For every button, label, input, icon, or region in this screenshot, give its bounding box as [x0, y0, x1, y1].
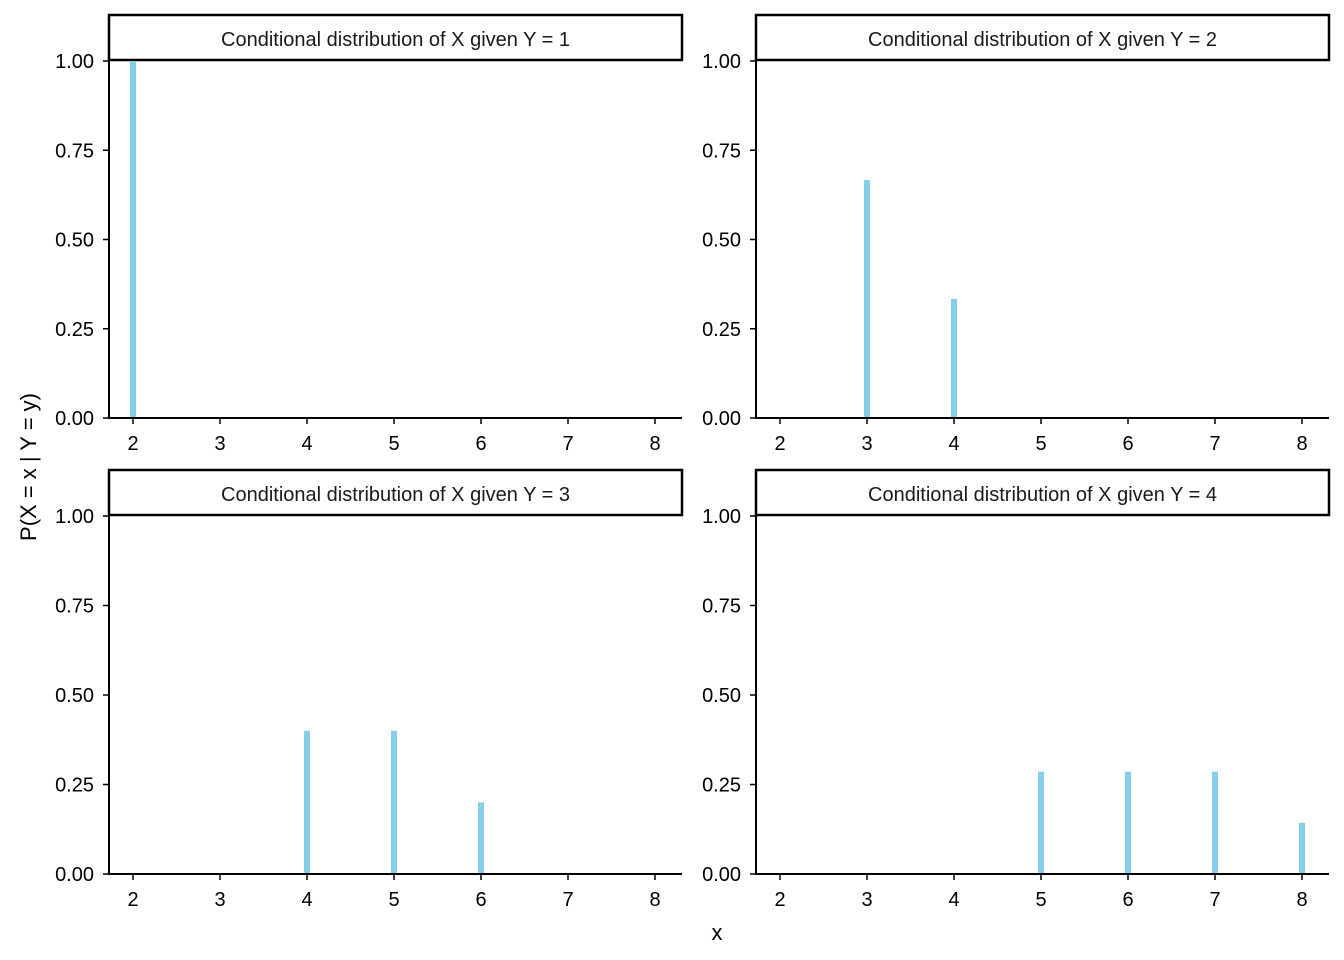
y-tick-label: 1.00	[702, 506, 741, 528]
bar	[478, 802, 484, 874]
y-tick-label: 0.00	[55, 864, 94, 886]
y-axis-label: P(X = x | Y = y)	[16, 393, 41, 541]
y-tick-label: 1.00	[55, 506, 94, 528]
x-tick-label: 8	[649, 433, 660, 455]
x-tick-label: 6	[475, 889, 486, 911]
bar	[864, 179, 870, 418]
x-tick-label: 2	[774, 433, 785, 455]
y-tick-label: 0.25	[55, 319, 94, 341]
panel-title: Conditional distribution of X given Y = …	[221, 484, 570, 506]
y-tick-label: 0.75	[55, 140, 94, 162]
x-tick-label: 7	[1209, 889, 1220, 911]
x-tick-label: 4	[948, 433, 959, 455]
bar	[391, 730, 397, 874]
x-tick-label: 5	[388, 889, 399, 911]
y-tick-label: 0.75	[702, 596, 741, 618]
x-tick-label: 5	[388, 433, 399, 455]
x-tick-label: 2	[774, 889, 785, 911]
x-tick-label: 8	[1296, 433, 1307, 455]
x-tick-label: 7	[562, 433, 573, 455]
x-tick-label: 4	[948, 889, 959, 911]
y-tick-label: 1.00	[55, 51, 94, 73]
bar	[304, 730, 310, 874]
x-tick-label: 3	[861, 433, 872, 455]
bar	[1212, 771, 1218, 874]
panel-strip	[107, 13, 684, 62]
x-tick-label: 5	[1035, 433, 1046, 455]
x-tick-label: 4	[301, 889, 312, 911]
panel-strip	[754, 468, 1331, 517]
x-tick-label: 6	[1122, 433, 1133, 455]
x-tick-label: 4	[301, 433, 312, 455]
y-tick-label: 0.50	[702, 685, 741, 707]
y-tick-label: 0.25	[702, 319, 741, 341]
bar	[951, 299, 957, 418]
x-tick-label: 6	[1122, 889, 1133, 911]
y-tick-label: 0.25	[702, 775, 741, 797]
bar	[130, 61, 136, 418]
bar	[1125, 771, 1131, 874]
x-tick-label: 3	[214, 433, 225, 455]
x-tick-label: 2	[127, 889, 138, 911]
y-tick-label: 0.25	[55, 775, 94, 797]
y-tick-label: 0.00	[55, 408, 94, 430]
x-tick-label: 7	[562, 889, 573, 911]
panel-strip	[754, 13, 1331, 62]
panel-title: Conditional distribution of X given Y = …	[221, 29, 570, 51]
x-axis-label: x	[712, 920, 723, 945]
x-tick-label: 3	[861, 889, 872, 911]
x-tick-label: 8	[1296, 889, 1307, 911]
x-tick-label: 2	[127, 433, 138, 455]
y-tick-label: 1.00	[702, 51, 741, 73]
y-tick-label: 0.75	[702, 140, 741, 162]
x-tick-label: 8	[649, 889, 660, 911]
bar	[1299, 822, 1305, 874]
panel-title: Conditional distribution of X given Y = …	[868, 29, 1217, 51]
y-tick-label: 0.00	[702, 864, 741, 886]
panel-title: Conditional distribution of X given Y = …	[868, 484, 1217, 506]
y-tick-label: 0.75	[55, 596, 94, 618]
y-tick-label: 0.50	[55, 230, 94, 252]
bar	[1038, 771, 1044, 874]
x-tick-label: 6	[475, 433, 486, 455]
y-tick-label: 0.50	[702, 230, 741, 252]
y-tick-label: 0.00	[702, 408, 741, 430]
x-tick-label: 5	[1035, 889, 1046, 911]
panel-strip	[107, 468, 684, 517]
x-tick-label: 7	[1209, 433, 1220, 455]
x-tick-label: 3	[214, 889, 225, 911]
y-tick-label: 0.50	[55, 685, 94, 707]
